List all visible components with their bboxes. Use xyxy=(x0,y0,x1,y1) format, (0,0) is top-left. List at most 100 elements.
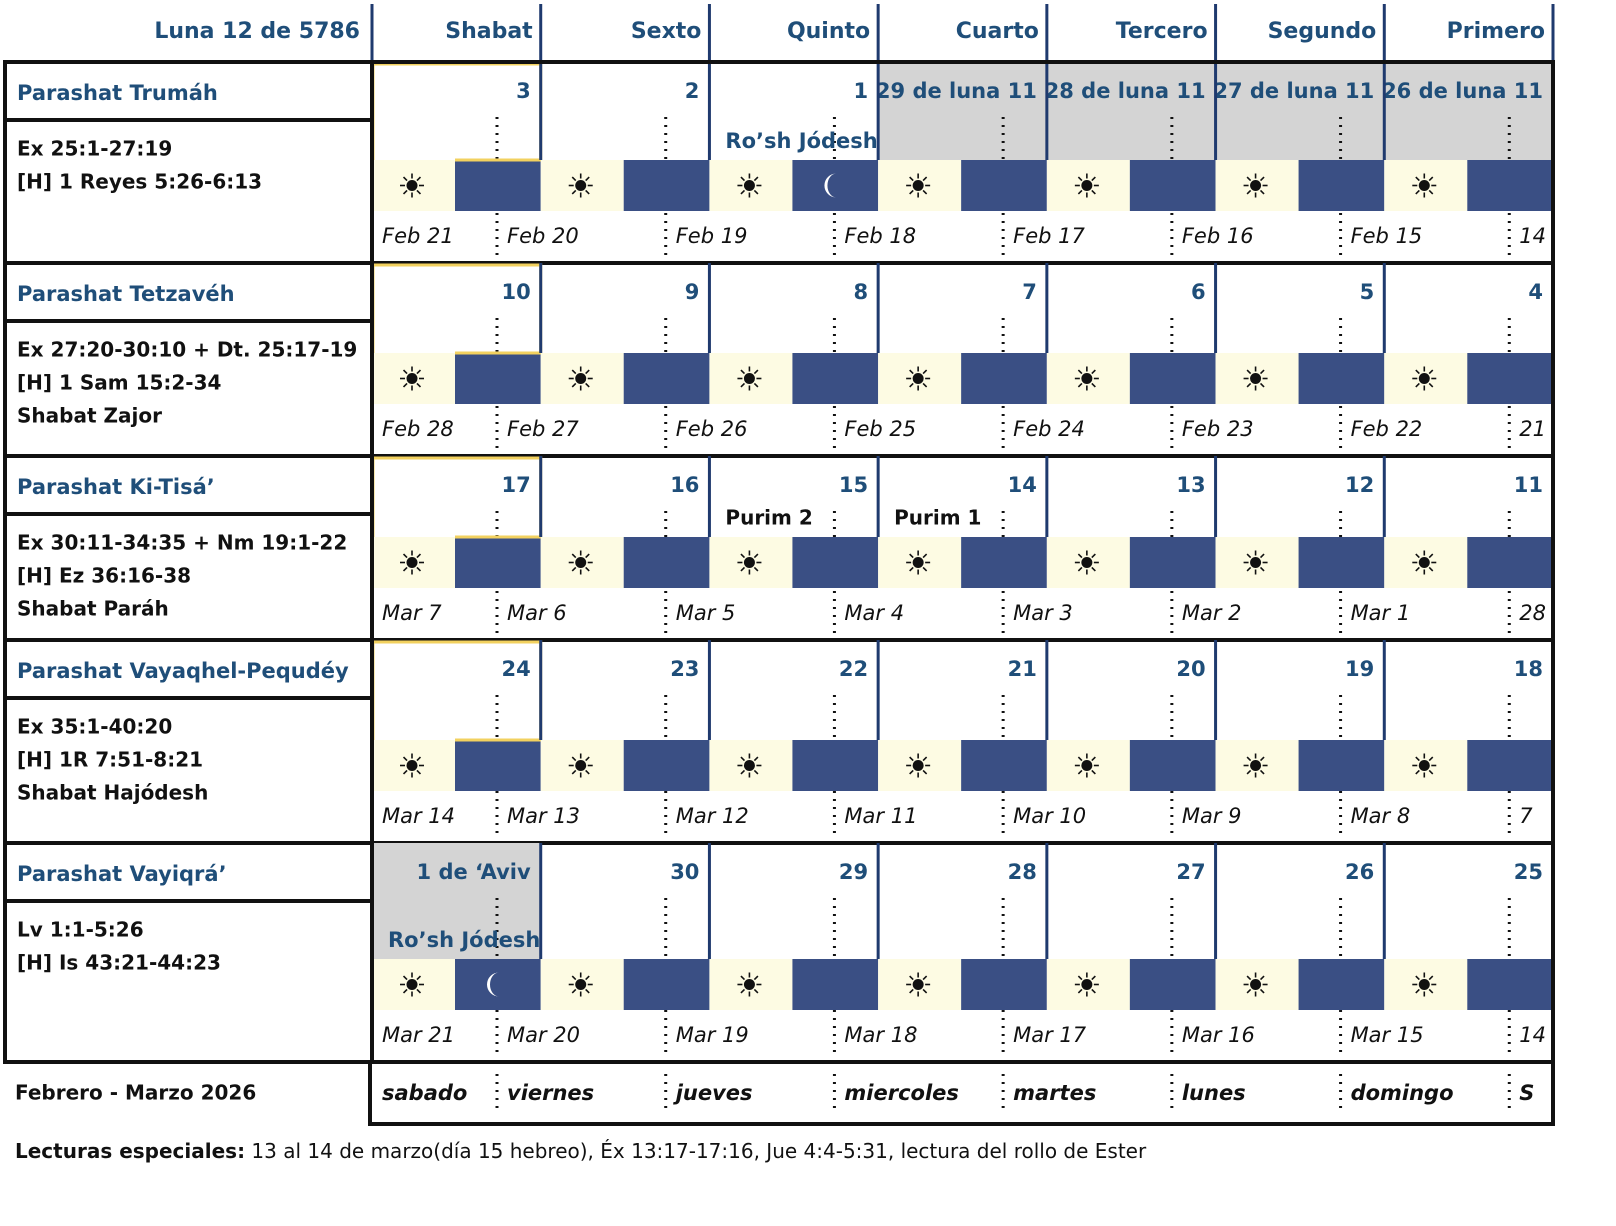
reading: Shabat Paráh xyxy=(17,597,169,621)
gregorian-date: Feb 15 xyxy=(1351,224,1423,248)
reading: Ex 35:1-40:20 xyxy=(17,715,172,739)
hebrew-day: 27 de luna 11 xyxy=(1213,79,1374,103)
sun-core xyxy=(1418,979,1430,990)
weekday-name: S xyxy=(1519,1081,1534,1105)
sun-ray xyxy=(909,369,914,375)
moon-icon xyxy=(487,972,499,997)
sun-ray xyxy=(416,975,422,981)
day-header: Primero xyxy=(1447,19,1545,44)
sun-ray xyxy=(571,189,577,195)
night-block xyxy=(1298,740,1385,791)
gregorian-date: Feb 21 xyxy=(382,224,454,248)
reading: [H] 1 Reyes 5:26-6:13 xyxy=(17,170,262,194)
sun-ray xyxy=(416,369,422,375)
sun-ray xyxy=(1091,553,1096,559)
hebrew-day: 2 xyxy=(685,79,700,103)
night-block xyxy=(1467,537,1553,588)
sun-ray xyxy=(1091,369,1096,375)
day-header: Segundo xyxy=(1268,19,1377,44)
sun-ray xyxy=(402,176,408,182)
sun-ray xyxy=(909,988,914,994)
day-note: Purim 1 xyxy=(894,506,981,530)
sun-core xyxy=(743,373,755,384)
gregorian-date: Feb 22 xyxy=(1351,417,1423,441)
sun-ray xyxy=(1091,176,1096,182)
sun-icon xyxy=(906,173,931,198)
gregorian-date: Feb 20 xyxy=(507,224,579,248)
sun-icon xyxy=(400,550,424,575)
sun-core xyxy=(1250,373,1262,384)
sun-ray xyxy=(1246,769,1252,775)
gregorian-date: Feb 18 xyxy=(844,224,916,248)
hebrew-day: 4 xyxy=(1528,280,1543,304)
sun-ray xyxy=(1428,176,1434,182)
sun-ray xyxy=(922,975,928,981)
parashah-name: Parashat Vayiqrá’ xyxy=(17,862,227,886)
sun-ray xyxy=(909,189,914,195)
sun-core xyxy=(406,760,418,771)
night-block xyxy=(792,959,879,1010)
sun-ray xyxy=(585,189,590,195)
night-block xyxy=(792,537,879,588)
sun-core xyxy=(1418,373,1430,384)
gregorian-date: Mar 2 xyxy=(1182,601,1242,625)
sun-core xyxy=(912,373,924,384)
sun-ray xyxy=(909,553,914,559)
hebrew-day: 21 xyxy=(1008,657,1037,681)
sun-ray xyxy=(571,369,577,375)
sun-core xyxy=(1418,557,1430,568)
sun-ray xyxy=(1415,382,1420,388)
day-header: Cuarto xyxy=(956,19,1039,44)
sun-ray xyxy=(740,566,746,572)
gregorian-date: Mar 3 xyxy=(1013,601,1073,625)
sun-ray xyxy=(740,769,746,775)
sun-ray xyxy=(753,189,759,195)
sun-core xyxy=(575,557,587,568)
sun-ray xyxy=(416,566,422,572)
sun-ray xyxy=(571,176,577,182)
gregorian-date: Feb 17 xyxy=(1013,224,1085,248)
hebrew-day: 27 xyxy=(1176,860,1205,884)
hebrew-day: 5 xyxy=(1360,280,1375,304)
sun-core xyxy=(912,557,924,568)
sun-icon xyxy=(1243,550,1268,575)
sun-icon xyxy=(568,173,593,198)
special-text: 13 al 14 de marzo(día 15 hebreo), Éx 13:… xyxy=(245,1139,1147,1163)
sun-icon xyxy=(400,972,424,997)
night-block xyxy=(792,353,879,404)
night-block xyxy=(1129,959,1216,1010)
sun-ray xyxy=(1259,189,1265,195)
reading: [H] Is 43:21-44:23 xyxy=(17,951,221,975)
sun-ray xyxy=(1077,566,1083,572)
calendar-title: Luna 12 de 5786 xyxy=(154,19,360,44)
sun-icon xyxy=(1412,173,1437,198)
weekday-name: sabado xyxy=(382,1081,467,1105)
gregorian-date: Mar 12 xyxy=(676,804,749,828)
sun-core xyxy=(1081,373,1093,384)
sun-core xyxy=(406,979,418,990)
hebrew-day: 28 xyxy=(1008,860,1037,884)
sun-ray xyxy=(909,769,914,775)
sun-ray xyxy=(571,553,577,559)
sun-ray xyxy=(402,975,408,981)
special-label: Lecturas especiales: xyxy=(15,1139,245,1163)
sun-icon xyxy=(906,366,931,391)
shabbat-highlight xyxy=(371,456,543,539)
sun-ray xyxy=(402,382,408,388)
night-block xyxy=(455,160,541,211)
sun-core xyxy=(743,180,755,191)
gregorian-date: Mar 16 xyxy=(1182,1023,1255,1047)
sun-ray xyxy=(402,988,408,994)
sun-ray xyxy=(1077,176,1083,182)
sun-ray xyxy=(585,369,590,375)
sun-ray xyxy=(909,382,914,388)
sun-core xyxy=(743,979,755,990)
sun-ray xyxy=(585,176,590,182)
sun-ray xyxy=(922,769,928,775)
night-block xyxy=(623,959,710,1010)
sun-icon xyxy=(737,366,762,391)
sun-ray xyxy=(416,382,422,388)
sun-ray xyxy=(1246,382,1252,388)
sun-ray xyxy=(1077,975,1083,981)
